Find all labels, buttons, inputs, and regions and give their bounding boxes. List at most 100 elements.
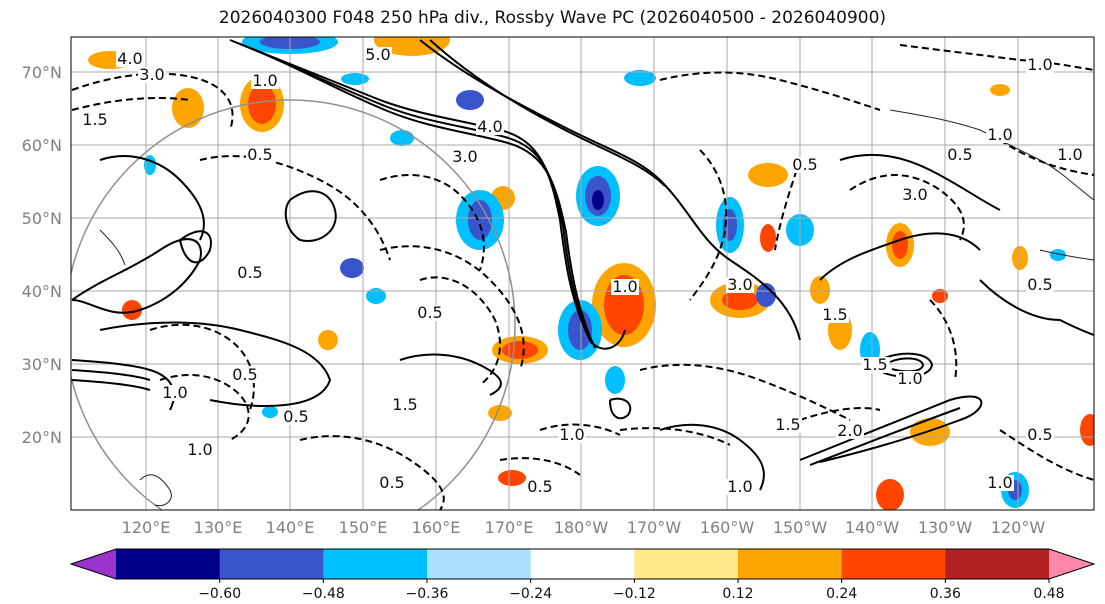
colorbar-segment bbox=[945, 549, 1050, 579]
contour-labels: 4.03.05.04.01.00.51.53.01.00.50.51.51.00… bbox=[81, 45, 1084, 496]
colorbar: −0.60 −0.48 −0.36 −0.24 −0.12 0.12 0.24 0.36 0.4… bbox=[69, 548, 1096, 602]
dashed-contours bbox=[71, 44, 1094, 510]
contour-label-background bbox=[378, 475, 406, 491]
contour-label-background bbox=[1026, 427, 1054, 443]
contour-label: 0.5 bbox=[527, 477, 552, 496]
colorbar-tick-label: −0.48 bbox=[302, 586, 345, 602]
colorbar-tick-label: 0.48 bbox=[1033, 586, 1064, 602]
contour-label: 0.5 bbox=[237, 263, 262, 282]
positive-divergence-shading bbox=[88, 37, 1094, 510]
longitude-label: 120°E bbox=[122, 518, 171, 537]
contour-label-background bbox=[558, 427, 586, 443]
contour-label: 1.0 bbox=[1027, 55, 1052, 74]
colorbar-segment bbox=[738, 549, 843, 579]
contour-label: 0.5 bbox=[792, 155, 817, 174]
contour-label-background bbox=[774, 417, 802, 433]
longitude-label: 140°W bbox=[845, 518, 900, 537]
longitude-labels: 120°E 130°E 140°E 150°E 160°E 170°E 180°W 170°W… bbox=[122, 518, 1046, 537]
contour-label-background bbox=[116, 51, 144, 67]
colorbar-segment bbox=[841, 549, 946, 579]
contour-label-background bbox=[821, 307, 849, 323]
region-circle bbox=[71, 99, 516, 510]
plot-title: 2026040300 F048 250 hPa div., Rossby Wav… bbox=[218, 8, 887, 28]
coastlines bbox=[99, 109, 1094, 507]
contour-label: 1.0 bbox=[187, 440, 212, 459]
colorbar-extension-high bbox=[1049, 549, 1094, 579]
contour-label-background bbox=[946, 147, 974, 163]
contour-label: 1.0 bbox=[162, 383, 187, 402]
contour-label: 1.5 bbox=[862, 355, 887, 374]
colorbar-segment bbox=[219, 549, 324, 579]
contour-label-background bbox=[836, 423, 864, 439]
contour-label: 1.0 bbox=[987, 125, 1012, 144]
contour-label-background bbox=[526, 479, 554, 495]
contour-label: 0.5 bbox=[283, 407, 308, 426]
contour-label-background bbox=[791, 157, 819, 173]
contour-label: 1.5 bbox=[775, 415, 800, 434]
longitude-label: 170°W bbox=[627, 518, 682, 537]
longitude-label: 160°E bbox=[412, 518, 461, 537]
contour-label-background bbox=[161, 385, 189, 401]
contour-label-background bbox=[896, 371, 924, 387]
contour-label-background bbox=[1026, 277, 1054, 293]
longitude-label: 160°W bbox=[700, 518, 755, 537]
contour-label: 3.0 bbox=[902, 185, 927, 204]
contour-label-background bbox=[231, 367, 259, 383]
longitude-label: 150°E bbox=[339, 518, 388, 537]
contour-label-background bbox=[236, 265, 264, 281]
contour-label: 3.0 bbox=[139, 65, 164, 84]
latitude-label: 70°N bbox=[22, 63, 62, 82]
colorbar-segment bbox=[116, 549, 221, 579]
contour-label: 3.0 bbox=[727, 275, 752, 294]
contour-label: 0.5 bbox=[379, 473, 404, 492]
contour-label-background bbox=[364, 47, 392, 63]
longitude-label: 170°E bbox=[485, 518, 534, 537]
longitude-label: 130°E bbox=[194, 518, 243, 537]
latitude-label: 60°N bbox=[22, 136, 62, 155]
colorbar-segment bbox=[530, 549, 635, 579]
colorbar-tick-label: −0.60 bbox=[198, 586, 241, 602]
longitude-label: 150°W bbox=[773, 518, 828, 537]
contour-label-background bbox=[451, 149, 479, 165]
contour-label-background bbox=[726, 277, 754, 293]
contour-label-background bbox=[476, 119, 504, 135]
contour-label: 4.0 bbox=[477, 117, 502, 136]
colorbar-segment bbox=[427, 549, 532, 579]
contour-label: 0.5 bbox=[247, 145, 272, 164]
latitude-label: 20°N bbox=[22, 428, 62, 447]
longitude-label: 120°W bbox=[991, 518, 1046, 537]
latitude-labels: 70°N 60°N 50°N 40°N 30°N 20°N bbox=[22, 63, 62, 447]
contour-label-background bbox=[726, 479, 754, 495]
contour-label-background bbox=[416, 305, 444, 321]
contour-label-background bbox=[391, 397, 419, 413]
contour-label: 0.5 bbox=[947, 145, 972, 164]
contour-label: 4.0 bbox=[117, 49, 142, 68]
contour-label-background bbox=[138, 67, 166, 83]
contour-label-background bbox=[986, 127, 1014, 143]
contour-label: 0.5 bbox=[232, 365, 257, 384]
contour-label: 0.5 bbox=[1027, 275, 1052, 294]
contour-label: 1.0 bbox=[727, 477, 752, 496]
contour-label-background bbox=[246, 147, 274, 163]
contour-label-background bbox=[861, 357, 889, 373]
contour-label: 5.0 bbox=[365, 45, 390, 64]
contour-label-background bbox=[186, 442, 214, 458]
colorbar-tick-label: −0.24 bbox=[509, 586, 552, 602]
contour-label-background bbox=[251, 73, 279, 89]
contour-label: 1.5 bbox=[82, 110, 107, 129]
contour-label: 2.0 bbox=[837, 421, 862, 440]
contour-label: 1.0 bbox=[897, 369, 922, 388]
contour-label-background bbox=[282, 409, 310, 425]
colorbar-extension-low bbox=[71, 549, 116, 579]
contour-label-background bbox=[986, 475, 1014, 491]
colorbar-tick-label: 0.36 bbox=[930, 586, 961, 602]
contour-label: 0.5 bbox=[1027, 425, 1052, 444]
contour-label: 1.5 bbox=[822, 305, 847, 324]
contour-label: 1.0 bbox=[612, 277, 637, 296]
contour-label: 0.5 bbox=[417, 303, 442, 322]
latitude-label: 40°N bbox=[22, 282, 62, 301]
colorbar-segment bbox=[634, 549, 739, 579]
colorbar-segment bbox=[323, 549, 428, 579]
contour-label-background bbox=[81, 112, 109, 128]
contour-label-background bbox=[1026, 57, 1054, 73]
